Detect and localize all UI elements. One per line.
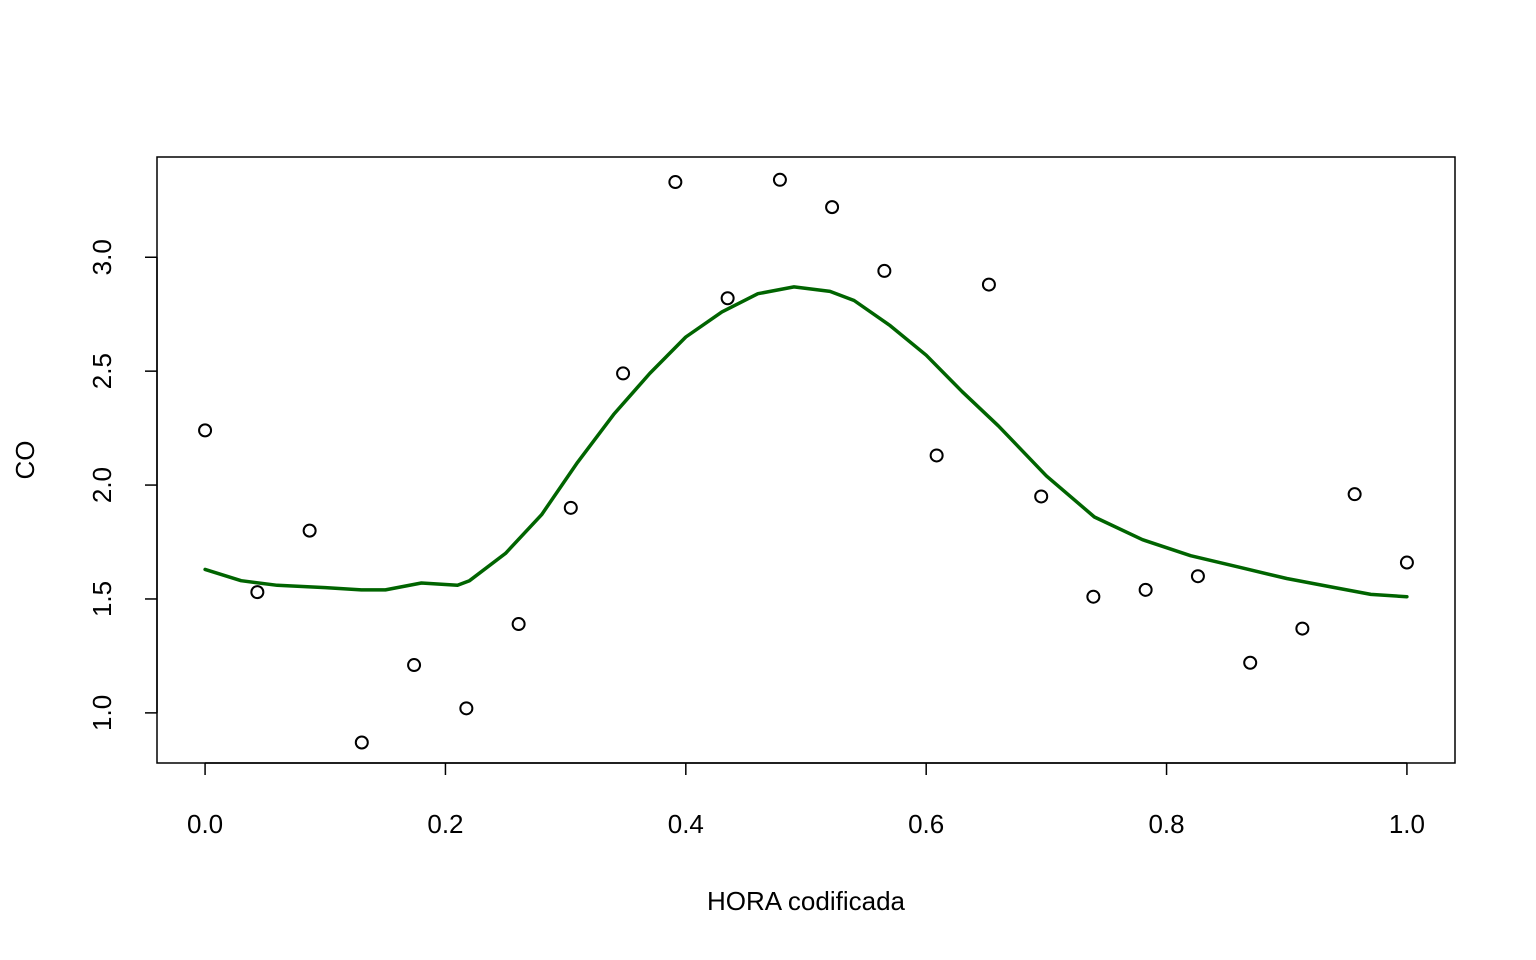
x-tick-label: 0.4	[668, 809, 704, 839]
data-point	[929, 448, 944, 463]
data-point	[1295, 621, 1310, 636]
data-point	[302, 523, 317, 538]
x-tick-label: 0.0	[187, 809, 223, 839]
y-axis: 1.0 1.5 2.0 2.5 3.0	[87, 239, 158, 731]
data-point	[1243, 655, 1258, 670]
x-tick-label: 0.8	[1148, 809, 1184, 839]
data-point	[511, 617, 526, 632]
y-axis-title: CO	[10, 441, 40, 480]
data-point	[825, 200, 840, 215]
y-tick-label: 1.0	[87, 695, 117, 731]
data-point	[720, 291, 735, 306]
data-point	[459, 701, 474, 716]
x-tick-label: 0.2	[427, 809, 463, 839]
data-point	[1034, 489, 1049, 504]
points-layer	[198, 172, 1414, 750]
data-point	[1086, 589, 1101, 604]
data-point	[354, 735, 369, 750]
data-point	[772, 172, 787, 187]
x-tick-label: 1.0	[1389, 809, 1425, 839]
data-point	[877, 263, 892, 278]
data-point	[1347, 487, 1362, 502]
data-point	[250, 585, 265, 600]
data-point	[563, 500, 578, 515]
x-axis-title: HORA codificada	[707, 886, 906, 916]
data-point	[668, 175, 683, 190]
y-tick-label: 2.0	[87, 467, 117, 503]
plot-frame	[156, 156, 1456, 764]
smooth-layer	[203, 285, 1409, 599]
y-tick-label: 3.0	[87, 239, 117, 275]
data-point	[1399, 555, 1414, 570]
x-tick-label: 0.6	[908, 809, 944, 839]
y-tick-label: 1.5	[87, 581, 117, 617]
data-point	[616, 366, 631, 381]
x-axis: 0.0 0.2 0.4 0.6 0.8 1.0	[187, 762, 1425, 839]
data-point	[1190, 569, 1205, 584]
y-tick-label: 2.5	[87, 353, 117, 389]
data-point	[198, 423, 213, 438]
smooth-line	[203, 285, 1409, 599]
data-point	[981, 277, 996, 292]
data-point	[1138, 582, 1153, 597]
data-point	[407, 658, 422, 673]
